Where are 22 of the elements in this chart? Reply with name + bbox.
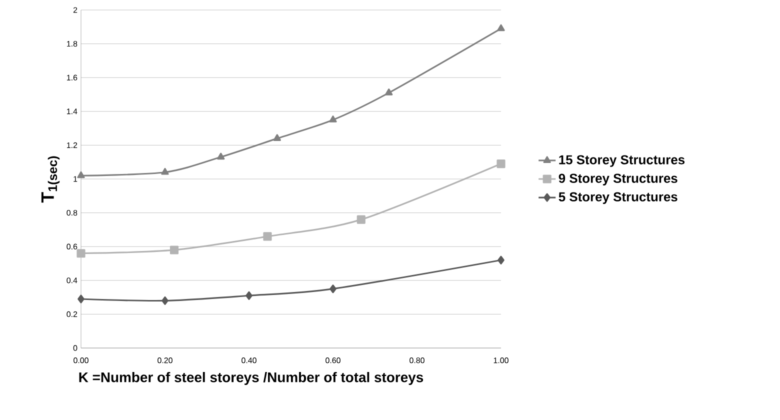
point (385, 88, 393, 96)
y-axis-title: T$_{1(sec)}$ (41, 156, 60, 203)
x-axis-title: K =Number of steel storeys /Number of total storeys (79, 372, 424, 385)
point (217, 152, 225, 160)
point (498, 256, 504, 264)
point (162, 296, 168, 305)
legend-label: 5 Storey Structures (558, 192, 678, 204)
point (356, 215, 366, 224)
legend-label: 9 Storey Structures (558, 174, 678, 186)
point (330, 284, 336, 294)
point (77, 171, 85, 178)
legend-label: 15 Storey Structures (559, 155, 685, 167)
point (496, 160, 506, 168)
point (78, 294, 84, 304)
point (246, 291, 252, 300)
point (170, 246, 179, 254)
point (161, 168, 169, 175)
point (76, 249, 86, 258)
point (497, 24, 505, 32)
point (329, 116, 337, 122)
point (273, 134, 281, 141)
point (263, 232, 272, 241)
